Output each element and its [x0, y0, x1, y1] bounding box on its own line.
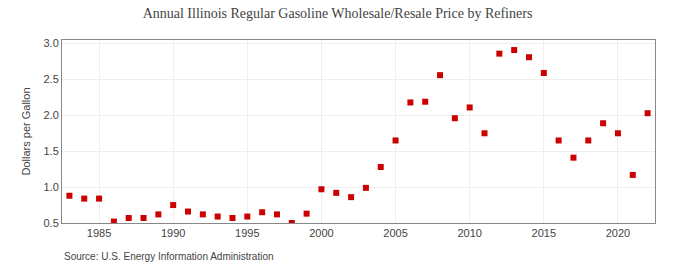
svg-text:2000: 2000: [309, 227, 333, 239]
svg-text:2.0: 2.0: [44, 109, 59, 121]
svg-text:2.5: 2.5: [44, 73, 59, 85]
svg-text:1995: 1995: [235, 227, 259, 239]
svg-text:2020: 2020: [606, 227, 630, 239]
svg-text:2015: 2015: [532, 227, 556, 239]
svg-text:0.5: 0.5: [44, 217, 59, 229]
svg-text:Annual Illinois Regular Gasoli: Annual Illinois Regular Gasoline Wholesa…: [143, 6, 533, 21]
svg-text:2010: 2010: [457, 227, 481, 239]
svg-text:1985: 1985: [87, 227, 111, 239]
svg-text:3.0: 3.0: [44, 37, 59, 49]
svg-text:1.5: 1.5: [44, 145, 59, 157]
svg-text:1.0: 1.0: [44, 181, 59, 193]
svg-text:1990: 1990: [161, 227, 185, 239]
svg-text:Source: U.S. Energy Informatio: Source: U.S. Energy Information Administ…: [64, 251, 274, 262]
svg-text:Dollars per Gallon: Dollars per Gallon: [20, 87, 32, 175]
svg-text:2005: 2005: [383, 227, 407, 239]
